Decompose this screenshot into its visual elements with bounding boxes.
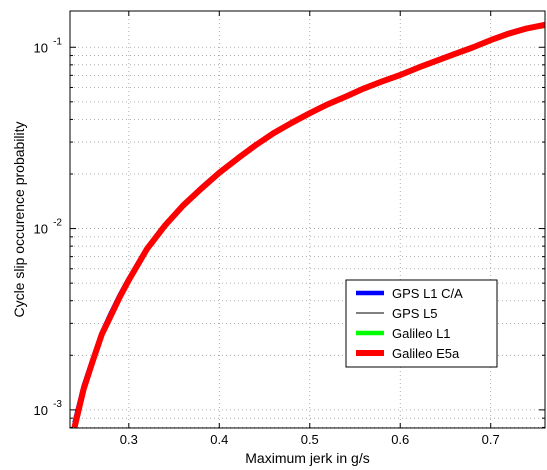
x-tick-label: 0.4 [210, 432, 228, 447]
legend-label-2: GPS L5 [392, 306, 438, 321]
legend: GPS L1 C/A GPS L5 Galileo L1 Galileo E5a [345, 279, 498, 368]
y-tick-label: 10 [34, 40, 48, 55]
y-axis-label: Cycle slip occurence probability [11, 121, 27, 317]
x-tick-label: 0.3 [120, 432, 138, 447]
axis-ticks: 0.3 0.4 0.5 0.6 0.7 10 -3 10 -2 10 -1 [34, 11, 545, 447]
legend-label-4: Galileo E5a [392, 346, 460, 361]
x-tick-label: 0.6 [391, 432, 409, 447]
legend-label-1: GPS L1 C/A [392, 286, 463, 301]
x-axis-label: Maximum jerk in g/s [245, 450, 369, 466]
y-tick-label: 10 [34, 403, 48, 418]
series-group [71, 21, 545, 428]
y-tick-label-exponent: -2 [53, 218, 62, 229]
y-tick-label-exponent: -3 [53, 399, 62, 410]
y-tick-label: 10 [34, 222, 48, 237]
series-line-4 [71, 21, 545, 428]
x-tick-label: 0.7 [482, 432, 500, 447]
plot-area-frame [69, 10, 546, 429]
y-tick-label-exponent: -1 [53, 36, 62, 47]
legend-label-3: Galileo L1 [392, 326, 451, 341]
grid [70, 11, 545, 428]
x-tick-label: 0.5 [301, 432, 319, 447]
